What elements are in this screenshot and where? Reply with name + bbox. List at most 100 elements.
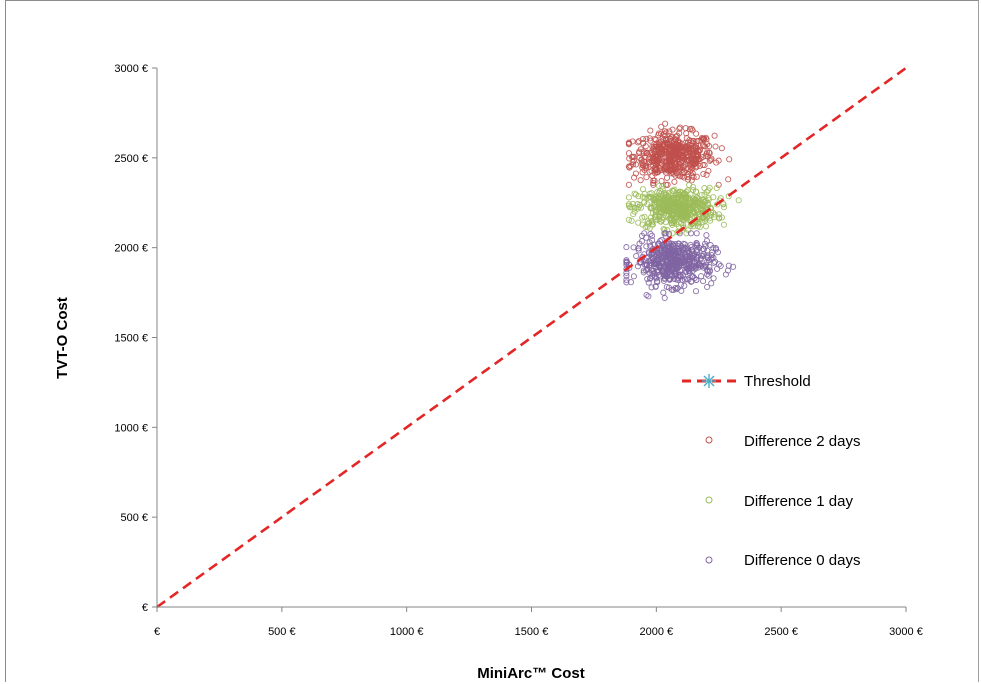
data-point — [658, 177, 665, 185]
data-point — [661, 294, 668, 302]
data-point — [671, 160, 678, 167]
data-point — [673, 276, 680, 283]
data-point — [671, 147, 678, 154]
axes: €500 € 1000 € 1500 € 2000 € 2500 € 3000 € € 500… — [114, 63, 922, 638]
data-point — [683, 215, 690, 222]
data-point — [714, 265, 721, 272]
data-point — [674, 137, 681, 144]
data-point — [713, 185, 720, 192]
data-point — [658, 138, 665, 145]
data-point — [681, 241, 688, 248]
data-point — [670, 286, 677, 293]
data-point — [679, 210, 686, 217]
data-point — [642, 223, 649, 231]
data-point — [654, 279, 661, 286]
legend-item-difference-2-days: Difference 2 days — [705, 433, 860, 450]
data-point — [669, 187, 676, 194]
legend-marker-difference-1-day — [705, 496, 713, 504]
data-point — [656, 203, 663, 210]
data-point — [644, 149, 651, 156]
data-point — [669, 267, 676, 274]
data-point — [635, 247, 642, 254]
x-axis-title: MiniArc™ Cost — [477, 665, 585, 682]
data-point — [710, 244, 717, 251]
data-point — [651, 201, 658, 208]
y-tick-label: 2500 € — [114, 153, 148, 165]
y-tick-label: 3000 € — [114, 63, 148, 75]
data-point — [639, 164, 646, 171]
data-point — [705, 167, 712, 174]
data-point — [711, 258, 719, 265]
data-point — [692, 264, 699, 272]
data-point — [672, 199, 679, 206]
data-point — [640, 148, 647, 155]
data-point — [646, 261, 654, 268]
data-point — [654, 269, 661, 276]
data-point — [656, 151, 663, 158]
data-point — [677, 159, 684, 167]
data-point — [676, 130, 683, 137]
data-point — [634, 263, 642, 270]
data-point — [623, 261, 630, 268]
data-point — [704, 252, 711, 259]
data-point — [626, 155, 633, 162]
data-point — [656, 165, 663, 172]
data-point — [703, 237, 710, 244]
data-point — [643, 135, 650, 142]
data-point — [635, 245, 642, 252]
data-point — [726, 156, 733, 163]
data-point — [648, 232, 656, 239]
data-point — [647, 230, 654, 237]
data-point — [640, 269, 647, 276]
data-point — [702, 223, 710, 230]
data-point — [688, 172, 696, 179]
data-point — [648, 157, 655, 165]
data-point — [650, 260, 657, 267]
data-point — [647, 205, 654, 212]
data-point — [698, 273, 705, 280]
data-point — [717, 262, 724, 270]
data-point — [623, 266, 630, 273]
data-point — [626, 164, 633, 171]
data-point — [659, 183, 666, 190]
data-point — [720, 201, 727, 208]
data-point — [708, 254, 715, 261]
data-point — [720, 221, 727, 228]
data-point — [704, 271, 711, 278]
data-point — [663, 181, 670, 188]
data-point — [679, 271, 686, 278]
data-point — [635, 219, 642, 226]
data-point — [625, 141, 632, 148]
star-icon — [702, 374, 716, 388]
data-point — [666, 128, 673, 135]
data-point — [657, 263, 664, 270]
data-point — [634, 205, 641, 212]
data-point — [691, 143, 698, 150]
data-point — [661, 230, 668, 237]
data-point — [706, 267, 713, 274]
data-point — [625, 194, 632, 201]
data-point — [638, 238, 646, 245]
x-tick-label: 1000 € — [390, 626, 424, 638]
data-point — [669, 165, 676, 173]
data-point — [690, 174, 697, 181]
data-point — [639, 186, 646, 193]
data-point — [724, 267, 732, 274]
data-point — [689, 165, 696, 172]
data-point — [703, 171, 710, 178]
data-point — [669, 126, 676, 133]
data-point — [644, 201, 651, 208]
data-point — [705, 202, 712, 209]
x-tick-label: 500 € — [268, 626, 296, 638]
data-point — [625, 216, 632, 223]
data-point — [698, 191, 705, 199]
data-point — [653, 169, 661, 176]
data-point — [656, 261, 663, 269]
data-point — [685, 261, 693, 268]
data-point — [645, 250, 652, 257]
data-point — [671, 268, 678, 275]
data-point — [681, 253, 689, 260]
series-difference-1-day — [625, 181, 742, 237]
data-point — [666, 247, 673, 254]
